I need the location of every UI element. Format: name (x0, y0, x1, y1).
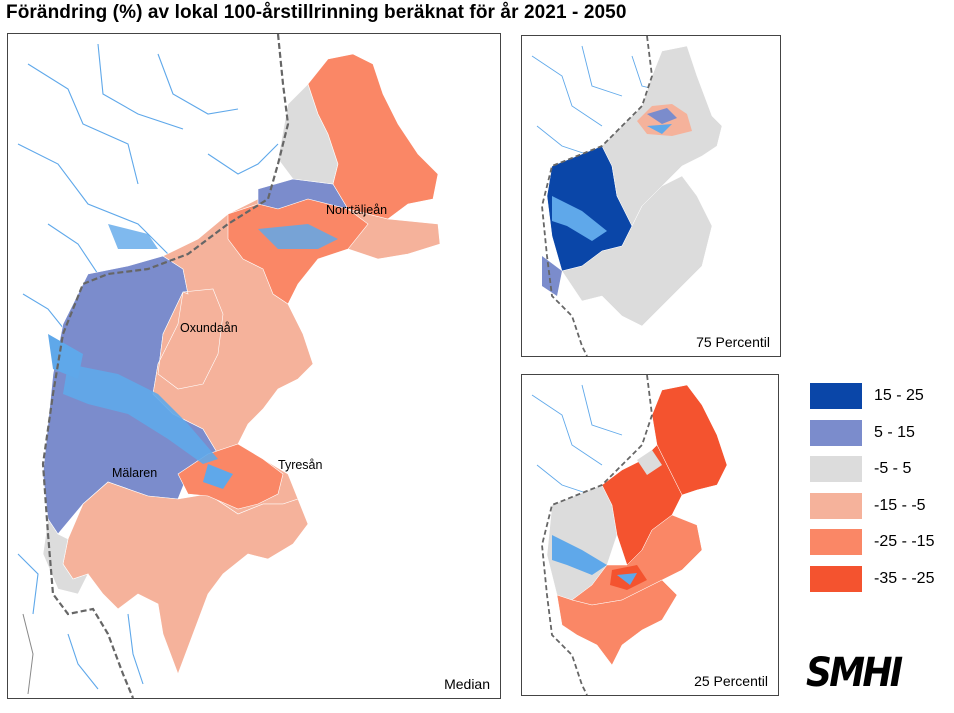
place-label-oxundaan: Oxundaån (180, 321, 238, 335)
p75-map (531, 36, 723, 356)
p75-map-panel: 75 Percentil (521, 35, 781, 357)
legend-label: -25 - -15 (874, 533, 935, 550)
map-title: Förändring (%) av lokal 100-årstillrinni… (6, 2, 627, 23)
median-regions (42, 53, 441, 675)
p75-panel-label: 75 Percentil (696, 334, 770, 350)
legend-swatch (810, 419, 862, 446)
p25-map-panel: 25 Percentil (521, 374, 779, 696)
rivers (17, 43, 279, 690)
legend-label: 5 - 15 (874, 423, 915, 441)
place-label-tyresan: Tyresån (278, 458, 323, 472)
median-map (17, 34, 441, 698)
place-label-malaren: Mälaren (112, 466, 158, 480)
legend-label: 15 - 25 (874, 387, 924, 404)
legend-label: -5 - 5 (874, 460, 912, 477)
legend-label: -15 - -5 (874, 496, 926, 514)
place-label-norrtaljean: Norrtäljeån (326, 203, 388, 217)
county-border (41, 34, 290, 698)
legend-swatch (810, 456, 862, 482)
p25-map (531, 375, 728, 695)
legend-swatch (810, 565, 862, 592)
legend-swatch (810, 529, 862, 555)
lakes (48, 224, 338, 489)
median-map-panel: Norrtäljeån Oxundaån Mälaren Tyresån Med… (7, 33, 501, 699)
legend-swatch (810, 383, 862, 409)
smhi-logo: SMHI (806, 650, 903, 696)
p25-panel-label: 25 Percentil (694, 673, 768, 689)
legend-swatch (810, 492, 862, 519)
median-panel-label: Median (444, 676, 490, 692)
legend-label: -35 - -25 (874, 569, 935, 587)
coast-line (22, 613, 34, 695)
